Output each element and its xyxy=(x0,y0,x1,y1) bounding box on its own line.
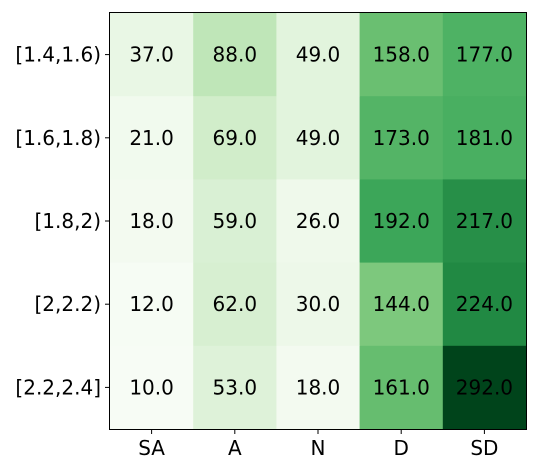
cell-value-label-r0-c3: 158.0 xyxy=(373,43,430,67)
cell-value-label-r3-c3: 144.0 xyxy=(373,292,430,316)
cell-value-label-r2-c2: 26.0 xyxy=(296,209,341,233)
cell-value-label-r0-c0: 37.0 xyxy=(129,43,174,67)
cell-value-label-r3-c4: 224.0 xyxy=(456,292,513,316)
y-tick-label-4: [2.2,2.4] xyxy=(15,375,101,399)
y-tick-label-2: [1.8,2) xyxy=(35,209,102,233)
cell-value-label-r1-c1: 69.0 xyxy=(213,126,258,150)
cell-value-label-r0-c2: 49.0 xyxy=(296,43,341,67)
cell-value-label-r2-c1: 59.0 xyxy=(213,209,258,233)
cell-value-label-r1-c3: 173.0 xyxy=(373,126,430,150)
cell-value-label-r3-c0: 12.0 xyxy=(129,292,174,316)
cell-value-label-r0-c4: 177.0 xyxy=(456,43,513,67)
x-axis: SA A N D SD xyxy=(138,429,498,460)
cell-value-label-r1-c0: 21.0 xyxy=(129,126,174,150)
y-tick-label-3: [2,2.2) xyxy=(35,292,102,316)
y-tick-label-0: [1.4,1.6) xyxy=(15,43,101,67)
cell-value-label-r4-c0: 10.0 xyxy=(129,375,174,399)
cell-value-label-r4-c2: 18.0 xyxy=(296,375,341,399)
x-tick-label-4: SD xyxy=(470,436,498,460)
cell-value-label-r3-c2: 30.0 xyxy=(296,292,341,316)
cell-value-label-r2-c3: 192.0 xyxy=(373,209,430,233)
x-tick-label-1: A xyxy=(228,436,242,460)
cell-value-label-r0-c1: 88.0 xyxy=(213,43,258,67)
x-tick-label-0: SA xyxy=(138,436,165,460)
cell-value-label-r4-c4: 292.0 xyxy=(456,375,513,399)
cell-value-label-r1-c2: 49.0 xyxy=(296,126,341,150)
cell-value-label-r4-c3: 161.0 xyxy=(373,375,430,399)
cell-value-label-r1-c4: 181.0 xyxy=(456,126,513,150)
x-tick-label-2: N xyxy=(311,436,326,460)
cell-value-label-r3-c1: 62.0 xyxy=(213,292,258,316)
x-tick-label-3: D xyxy=(393,436,408,460)
cell-value-label-r4-c1: 53.0 xyxy=(213,375,258,399)
cell-value-label-r2-c4: 217.0 xyxy=(456,209,513,233)
cell-value-label-r2-c0: 18.0 xyxy=(129,209,174,233)
y-axis: [1.4,1.6) [1.6,1.8) [1.8,2) [2,2.2) [2.2,2.4… xyxy=(15,43,110,400)
y-tick-label-1: [1.6,1.8) xyxy=(15,126,101,150)
